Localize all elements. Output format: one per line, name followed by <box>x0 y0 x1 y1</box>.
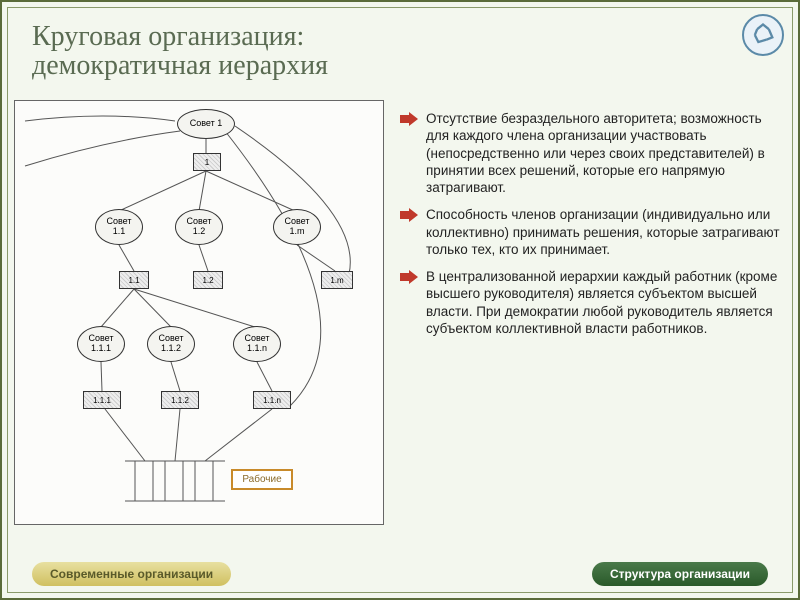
node-r1m: 1.m <box>321 271 353 289</box>
bullet-list: Отсутствие безраздельного авторитета; во… <box>400 110 780 347</box>
org-diagram: Совет 1 Совет 1.1 Совет 1.2 Совет 1.m Со… <box>14 100 384 525</box>
node-s1: Совет 1 <box>177 109 235 139</box>
footer-right-label: Структура организации <box>610 567 750 581</box>
node-s11n: Совет 1.1.n <box>233 326 281 362</box>
node-s1m: Совет 1.m <box>273 209 321 245</box>
node-r12: 1.2 <box>193 271 223 289</box>
node-s111: Совет 1.1.1 <box>77 326 125 362</box>
bullet-text: В централизованной иерархии каждый работ… <box>426 269 777 336</box>
bullet-text: Отсутствие безраздельного авторитета; во… <box>426 111 765 195</box>
arrow-icon <box>400 208 418 222</box>
node-r112: 1.1.2 <box>161 391 199 409</box>
node-s112: Совет 1.1.2 <box>147 326 195 362</box>
arrow-icon <box>400 112 418 126</box>
node-s12: Совет 1.2 <box>175 209 223 245</box>
title-line-2: демократичная иерархия <box>32 51 328 80</box>
bullet-text: Способность членов организации (индивиду… <box>426 207 780 257</box>
title-line-1: Круговая организация: <box>32 22 328 51</box>
bullet-item: Способность членов организации (индивиду… <box>400 206 780 258</box>
legend-workers: Рабочие <box>231 469 293 490</box>
bullet-item: В централизованной иерархии каждый работ… <box>400 268 780 337</box>
recycle-icon <box>742 14 784 56</box>
footer-left-button[interactable]: Современные организации <box>32 562 231 586</box>
node-s11: Совет 1.1 <box>95 209 143 245</box>
node-r11: 1.1 <box>119 271 149 289</box>
node-r11n: 1.1.n <box>253 391 291 409</box>
arrow-icon <box>400 270 418 284</box>
footer-left-label: Современные организации <box>50 567 213 581</box>
footer-right-button[interactable]: Структура организации <box>592 562 768 586</box>
page-title: Круговая организация: демократичная иера… <box>32 22 328 81</box>
node-r1: 1 <box>193 153 221 171</box>
bullet-item: Отсутствие безраздельного авторитета; во… <box>400 110 780 196</box>
node-r111: 1.1.1 <box>83 391 121 409</box>
